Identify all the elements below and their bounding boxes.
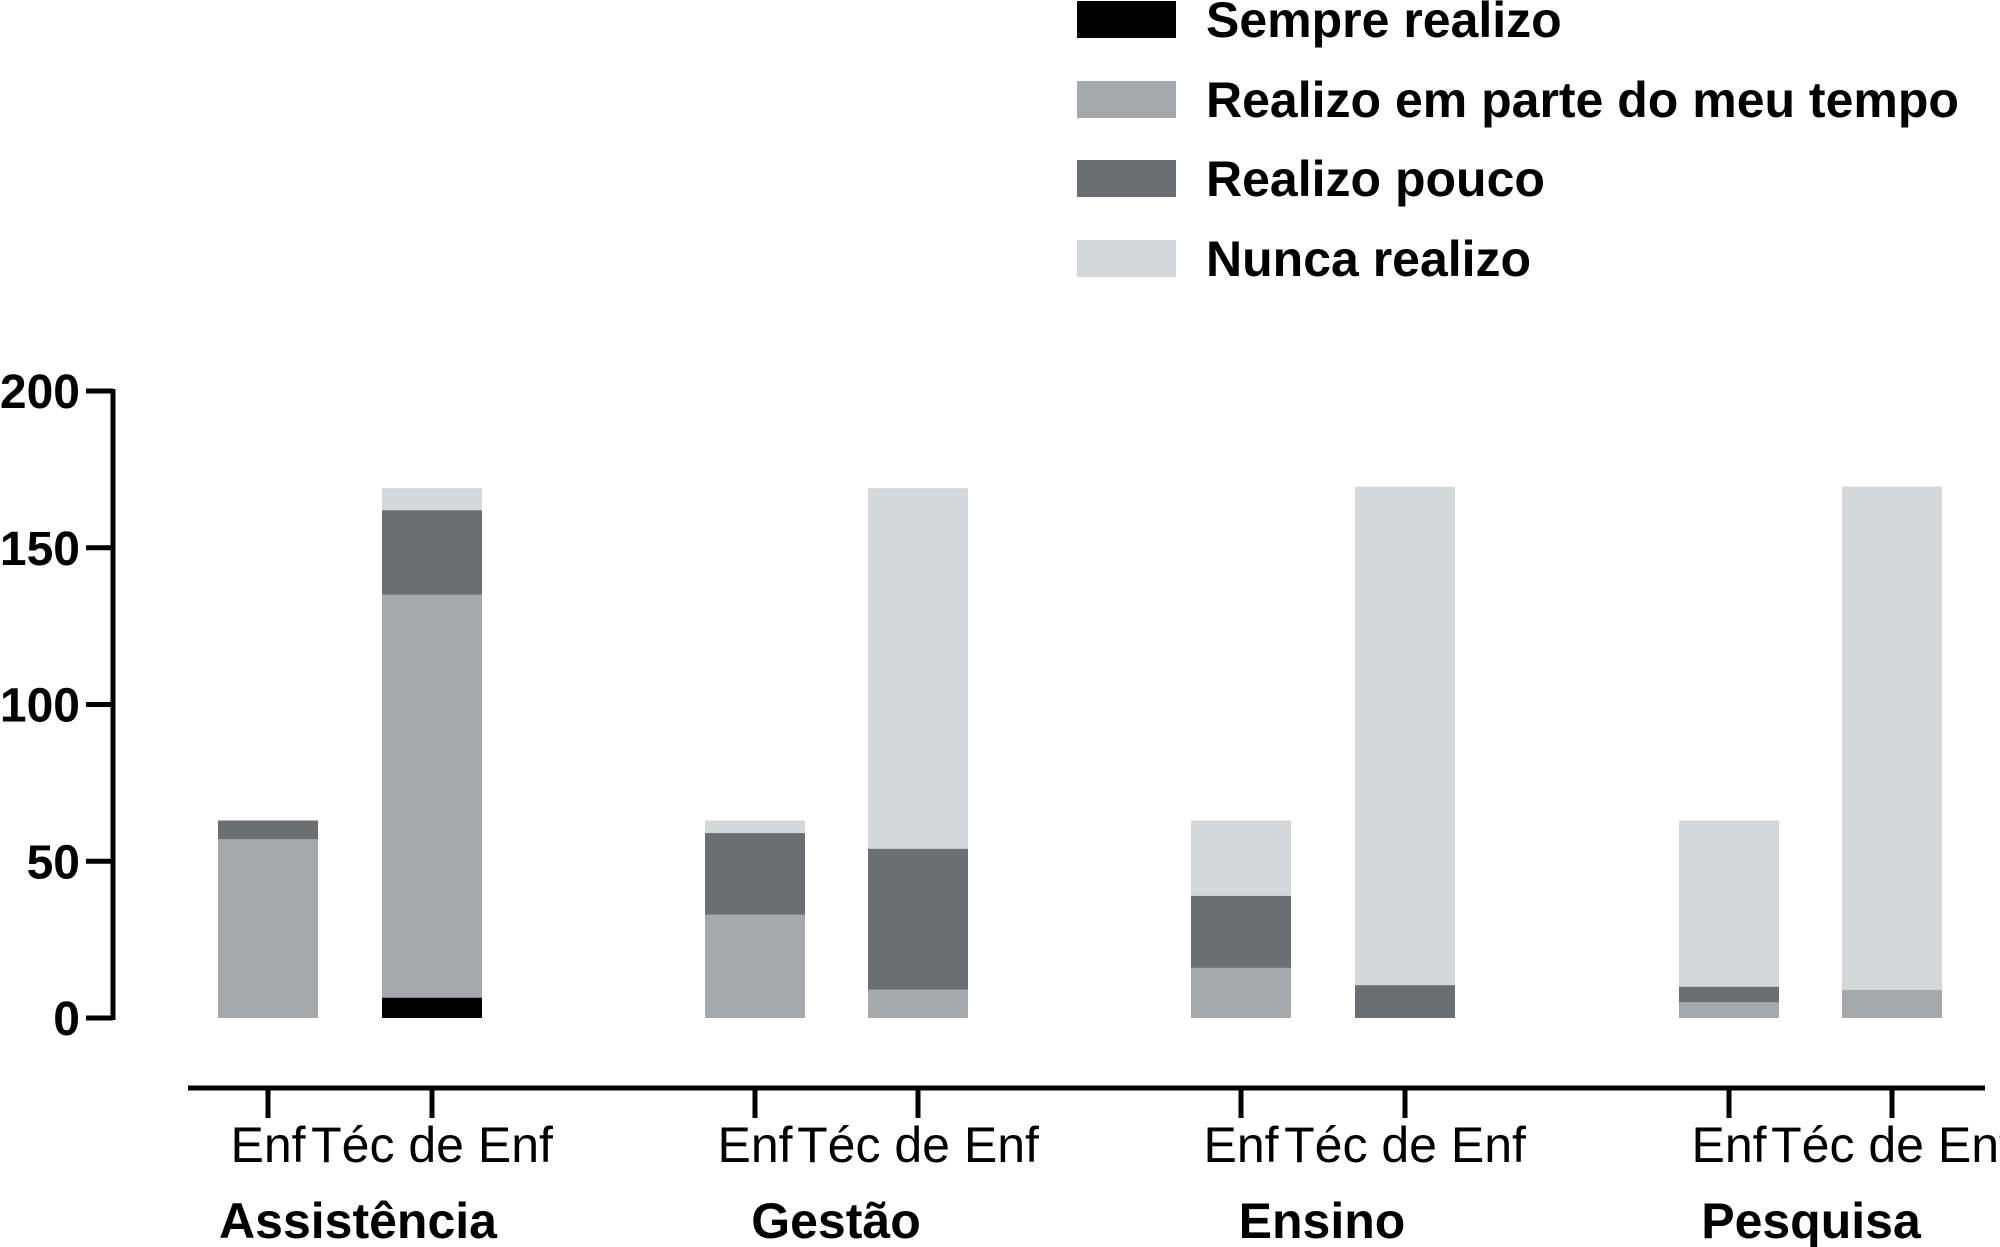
bar-segment (705, 833, 805, 915)
bar-segment (1842, 989, 1942, 1018)
x-tick-label: Enf (1691, 1117, 1766, 1173)
bar-segment (1191, 820, 1291, 896)
group-label: Gestão (751, 1193, 921, 1247)
y-tick-label: 50 (27, 836, 80, 889)
y-axis: 0 50 100 150 200 (0, 366, 116, 1046)
bar-segment (1355, 985, 1455, 1018)
legend-swatch (1077, 81, 1176, 118)
x-tick-label: Enf (717, 1117, 792, 1173)
legend-swatch (1077, 160, 1176, 197)
bar-segment (382, 510, 482, 595)
bar-segment (868, 848, 968, 990)
bar-segment (218, 839, 318, 1018)
bar-segment (382, 594, 482, 998)
group-label: Assistência (219, 1193, 498, 1247)
bar-segment (382, 997, 482, 1018)
bar-segment (382, 488, 482, 511)
x-tick-label: Téc de Enf (1284, 1117, 1526, 1173)
legend-label: Realizo pouco (1206, 151, 1545, 207)
x-tick-label: Téc de Enf (1771, 1117, 2000, 1173)
x-tick-label: Téc de Enf (311, 1117, 553, 1173)
bar-segment (868, 488, 968, 849)
bar-segment (868, 989, 968, 1018)
y-tick-label: 200 (0, 366, 80, 419)
group-label: Ensino (1239, 1193, 1406, 1247)
legend-label: Realizo em parte do meu tempo (1206, 72, 1959, 128)
bar-segment (218, 820, 318, 840)
legend-swatch (1077, 1, 1176, 38)
bar-segment (1679, 820, 1779, 987)
legend-label: Nunca realizo (1206, 231, 1531, 287)
y-tick-label: 100 (0, 680, 80, 733)
legend-swatch (1077, 240, 1176, 277)
bar-segment (1191, 967, 1291, 1018)
bar-segment (1842, 486, 1942, 990)
y-tick-label: 150 (0, 523, 80, 576)
bar-segment (1679, 986, 1779, 1003)
y-tick-label: 0 (53, 993, 80, 1046)
bar-segment (1679, 1002, 1779, 1018)
x-tick-label: Enf (1203, 1117, 1278, 1173)
bars (218, 486, 1942, 1018)
legend: Sempre realizo Realizo em parte do meu te… (1077, 0, 1959, 287)
group-label: Pesquisa (1701, 1193, 1922, 1247)
legend-label: Sempre realizo (1206, 0, 1562, 48)
x-tick-label: Enf (230, 1117, 305, 1173)
bar-segment (705, 914, 805, 1018)
bar-segment (705, 820, 805, 834)
bar-segment (1191, 895, 1291, 968)
bar-segment (1355, 486, 1455, 986)
x-tick-label: Téc de Enf (797, 1117, 1039, 1173)
